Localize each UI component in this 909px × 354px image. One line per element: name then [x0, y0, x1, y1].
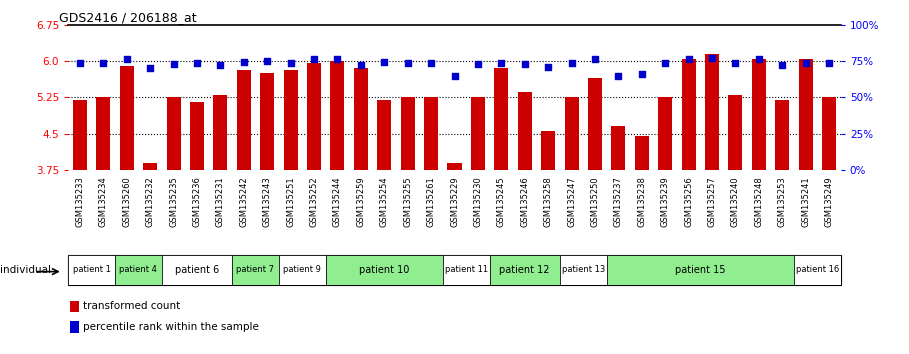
Bar — [377, 100, 391, 170]
Point — [166, 62, 181, 67]
Bar — [325, 255, 443, 285]
Bar — [279, 255, 325, 285]
Text: patient 16: patient 16 — [795, 266, 839, 274]
Bar — [794, 255, 841, 285]
Bar — [682, 59, 695, 170]
Bar — [775, 100, 789, 170]
Bar — [799, 59, 813, 170]
Bar — [284, 70, 297, 170]
Point — [564, 61, 579, 66]
Text: patient 11: patient 11 — [445, 266, 488, 274]
Bar — [541, 131, 555, 170]
Bar — [166, 97, 181, 170]
Bar — [70, 301, 78, 312]
Point — [284, 60, 298, 65]
Point — [306, 56, 321, 62]
Text: patient 4: patient 4 — [119, 266, 157, 274]
Text: patient 6: patient 6 — [175, 265, 219, 275]
Bar — [115, 255, 162, 285]
Point — [447, 73, 462, 78]
Bar — [518, 92, 532, 170]
Text: individual: individual — [0, 265, 51, 275]
Text: GDS2416 / 206188_at: GDS2416 / 206188_at — [59, 11, 196, 24]
Bar — [68, 255, 115, 285]
Bar — [658, 97, 673, 170]
Bar — [560, 255, 606, 285]
Point — [517, 62, 532, 67]
Point — [119, 56, 134, 62]
Bar — [214, 95, 227, 170]
Bar — [120, 66, 134, 170]
Bar — [490, 255, 560, 285]
Bar — [162, 255, 232, 285]
Point — [494, 60, 509, 65]
Bar — [728, 95, 743, 170]
Bar — [330, 61, 345, 170]
Text: patient 10: patient 10 — [359, 265, 409, 275]
Point — [611, 73, 625, 78]
Bar — [307, 63, 321, 170]
Bar — [73, 100, 87, 170]
Point — [213, 62, 227, 68]
Bar — [425, 97, 438, 170]
Bar — [447, 162, 462, 170]
Bar — [752, 59, 766, 170]
Bar — [232, 255, 279, 285]
Point — [634, 71, 649, 77]
Text: patient 1: patient 1 — [73, 266, 111, 274]
Point — [471, 62, 485, 67]
Point — [377, 59, 392, 65]
Point — [588, 56, 603, 62]
Bar — [634, 136, 649, 170]
Point — [541, 64, 555, 70]
Point — [822, 61, 836, 66]
Point — [682, 56, 696, 62]
Bar — [494, 68, 508, 170]
Bar — [190, 102, 204, 170]
Bar — [96, 97, 110, 170]
Point — [798, 60, 813, 65]
Text: percentile rank within the sample: percentile rank within the sample — [83, 322, 259, 332]
Bar — [564, 97, 579, 170]
Bar — [612, 126, 625, 170]
Point — [728, 60, 743, 65]
Point — [775, 62, 790, 68]
Text: patient 15: patient 15 — [675, 265, 725, 275]
Point — [260, 58, 275, 64]
Point — [96, 61, 111, 66]
Point — [236, 59, 251, 65]
Point — [752, 56, 766, 62]
Point — [143, 65, 157, 71]
Point — [400, 60, 415, 66]
Bar — [822, 97, 836, 170]
Point — [658, 61, 673, 66]
Bar — [705, 54, 719, 170]
Bar — [260, 73, 275, 170]
Point — [354, 62, 368, 68]
Point — [330, 56, 345, 62]
Point — [424, 61, 438, 66]
Bar — [354, 68, 368, 170]
Bar — [443, 255, 490, 285]
Text: patient 12: patient 12 — [499, 265, 550, 275]
Bar — [401, 97, 415, 170]
Point — [73, 61, 87, 66]
Bar — [606, 255, 794, 285]
Text: patient 7: patient 7 — [236, 266, 275, 274]
Bar — [236, 70, 251, 170]
Point — [190, 61, 205, 66]
Text: patient 9: patient 9 — [284, 266, 321, 274]
Text: transformed count: transformed count — [83, 302, 180, 312]
Bar — [471, 97, 484, 170]
Bar — [70, 321, 78, 333]
Point — [704, 55, 719, 61]
Bar — [588, 78, 602, 170]
Text: patient 13: patient 13 — [562, 266, 604, 274]
Bar — [143, 162, 157, 170]
